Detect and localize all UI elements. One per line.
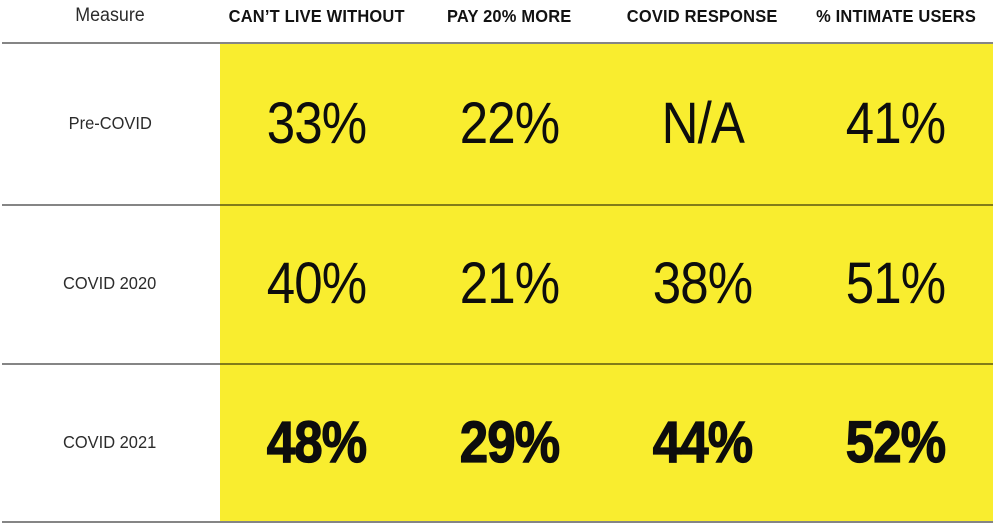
value-cell: 21%: [413, 204, 606, 363]
value-text: 33%: [266, 90, 367, 156]
value-cell: 51%: [799, 204, 993, 363]
value-text: 48%: [266, 409, 368, 475]
bottom-border-line: [2, 521, 993, 523]
value-cell-emphasized: 48%: [220, 363, 413, 521]
header-cell-pct-intimate-users: % INTIMATE USERS: [799, 0, 993, 42]
highlight-panel: [220, 44, 993, 521]
value-text: 41%: [846, 90, 946, 156]
column-header-cant-live-without: CAN’T LIVE WITHOUT: [228, 5, 405, 26]
value-text: 38%: [652, 251, 753, 316]
table-grid: Measure CAN’T LIVE WITHOUT PAY 20% MORE …: [0, 0, 993, 521]
value-cell: N/A: [606, 42, 799, 204]
value-text: 40%: [266, 251, 367, 316]
value-text: 21%: [459, 251, 560, 316]
value-text: 22%: [459, 90, 560, 156]
value-text: 44%: [652, 409, 754, 475]
value-cell: 40%: [220, 204, 413, 363]
row-divider-line: [2, 363, 993, 365]
value-cell-emphasized: 29%: [413, 363, 606, 521]
header-cell-pay-20-more: PAY 20% MORE: [413, 0, 606, 42]
value-cell: 33%: [220, 42, 413, 204]
value-cell: 22%: [413, 42, 606, 204]
value-text: N/A: [661, 90, 744, 156]
row-label: Pre-COVID: [68, 112, 152, 133]
value-cell-emphasized: 52%: [799, 363, 993, 521]
column-header-pct-intimate-users: % INTIMATE USERS: [816, 5, 976, 26]
value-cell-emphasized: 44%: [606, 363, 799, 521]
header-cell-measure: Measure: [0, 0, 220, 42]
header-cell-covid-response: COVID RESPONSE: [606, 0, 799, 42]
row-divider-line: [2, 204, 993, 206]
header-cell-cant-live-without: CAN’T LIVE WITHOUT: [220, 0, 413, 42]
row-label-cell-covid-2021: COVID 2021: [0, 363, 220, 521]
column-header-pay-20-more: PAY 20% MORE: [447, 5, 572, 26]
row-label: COVID 2021: [63, 431, 157, 452]
header-divider-line: [2, 42, 993, 44]
value-cell: 38%: [606, 204, 799, 363]
value-text: 51%: [846, 251, 946, 316]
column-header-covid-response: COVID RESPONSE: [627, 5, 778, 26]
row-label-cell-pre-covid: Pre-COVID: [0, 42, 220, 204]
value-cell: 41%: [799, 42, 993, 204]
value-text: 29%: [459, 409, 561, 475]
row-label: COVID 2020: [63, 273, 157, 293]
value-text: 52%: [846, 409, 948, 475]
row-label-cell-covid-2020: COVID 2020: [0, 204, 220, 363]
measure-column-label: Measure: [75, 5, 145, 26]
